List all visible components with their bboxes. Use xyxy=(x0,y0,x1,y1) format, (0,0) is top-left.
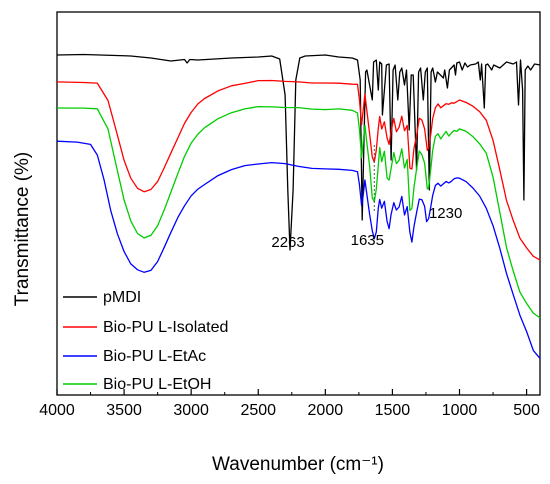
annotation-label-2263: 2263 xyxy=(271,234,304,251)
y-axis-title: Transmittance (%) xyxy=(12,152,33,307)
annotation-label-1635: 1635 xyxy=(351,232,384,249)
legend-label-isolated: Bio-PU L-Isolated xyxy=(103,319,228,336)
annotation-label-1230: 1230 xyxy=(429,205,462,222)
legend-label-etac: Bio-PU L-EtAc xyxy=(103,348,206,365)
spectrum-etoh xyxy=(56,105,541,319)
plot-frame xyxy=(56,11,541,396)
peak-annotations: 2263 1635 1230 xyxy=(271,145,462,251)
spectrum-etac xyxy=(56,140,541,359)
spectra-group xyxy=(56,53,541,359)
x-tick-label: 2000 xyxy=(308,402,344,419)
x-tick-label: 1500 xyxy=(375,402,411,419)
x-axis-ticks: 4000 3500 3000 2500 2000 1500 1000 500 xyxy=(39,389,540,419)
x-tick-label: 500 xyxy=(513,402,540,419)
spectrum-pmdi xyxy=(56,53,541,251)
x-axis-title: Wavenumber (cm⁻¹) xyxy=(212,454,384,475)
x-tick-label: 3000 xyxy=(173,402,209,419)
spectrum-isolated xyxy=(56,79,541,261)
legend-label-etoh: Bio-PU L-EtOH xyxy=(103,376,211,393)
x-tick-label: 4000 xyxy=(39,402,75,419)
legend-label-pmdi: pMDI xyxy=(103,289,141,306)
x-tick-label: 3500 xyxy=(106,402,142,419)
x-tick-label: 1000 xyxy=(442,402,478,419)
x-tick-label: 2500 xyxy=(240,402,276,419)
legend: pMDI Bio-PU L-Isolated Bio-PU L-EtAc Bio… xyxy=(63,289,228,393)
